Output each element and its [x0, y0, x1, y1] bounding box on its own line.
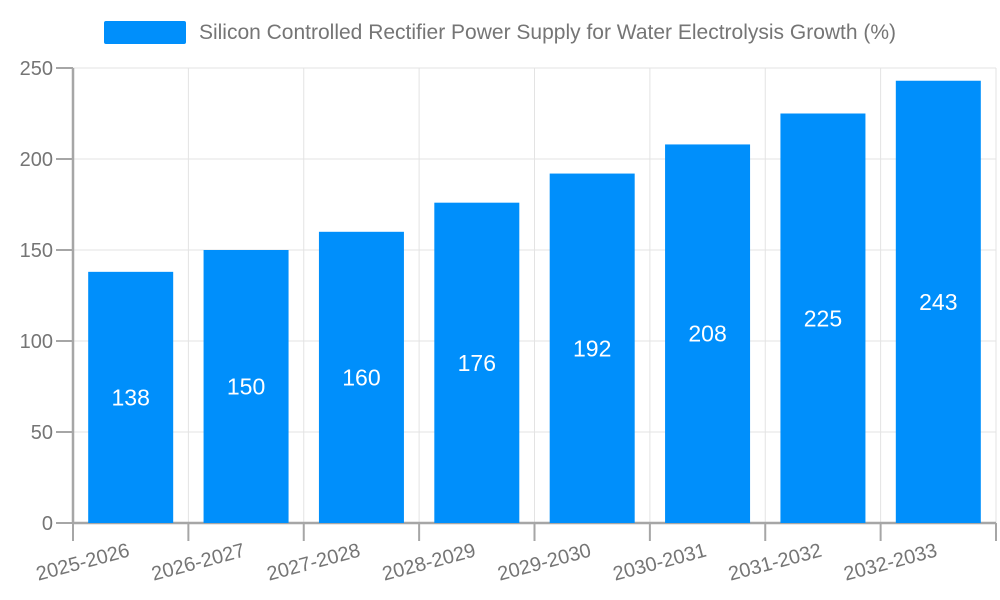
bar[interactable] [665, 144, 751, 523]
bar-value-label: 243 [919, 289, 957, 315]
legend[interactable]: Silicon Controlled Rectifier Power Suppl… [0, 15, 1000, 49]
y-tick-label: 50 [31, 422, 53, 444]
legend-swatch[interactable] [103, 20, 186, 44]
bar[interactable] [203, 250, 289, 523]
x-tick-label: 2030-2031 [611, 540, 709, 586]
bar[interactable] [780, 113, 866, 524]
x-tick-label: 2032-2033 [842, 540, 940, 586]
x-tick-label: 2027-2028 [265, 540, 363, 586]
bar[interactable] [318, 231, 404, 524]
y-tick-label: 150 [20, 240, 53, 262]
bar-value-label: 176 [458, 350, 496, 376]
x-tick-label: 2026-2027 [149, 540, 247, 586]
y-tick-label: 250 [20, 58, 53, 80]
bar-value-label: 192 [573, 335, 611, 361]
bar-value-label: 225 [804, 305, 842, 331]
y-tick-label: 0 [42, 513, 53, 535]
x-tick-label: 2029-2030 [495, 540, 593, 586]
x-tick-label: 2031-2032 [726, 540, 824, 586]
legend-label: Silicon Controlled Rectifier Power Suppl… [198, 20, 897, 44]
x-tick-label: 2028-2029 [380, 540, 478, 586]
bar-value-label: 160 [342, 364, 380, 390]
bar-value-label: 138 [112, 384, 150, 410]
bar-value-label: 208 [688, 321, 726, 347]
bar[interactable] [88, 271, 174, 523]
bar-value-label: 150 [227, 374, 265, 400]
bar[interactable] [434, 202, 520, 523]
x-tick-label: 2025-2026 [34, 540, 132, 586]
y-tick-label: 200 [20, 149, 53, 171]
bar[interactable] [895, 80, 981, 524]
bar[interactable] [549, 173, 635, 523]
y-tick-label: 100 [20, 331, 53, 353]
